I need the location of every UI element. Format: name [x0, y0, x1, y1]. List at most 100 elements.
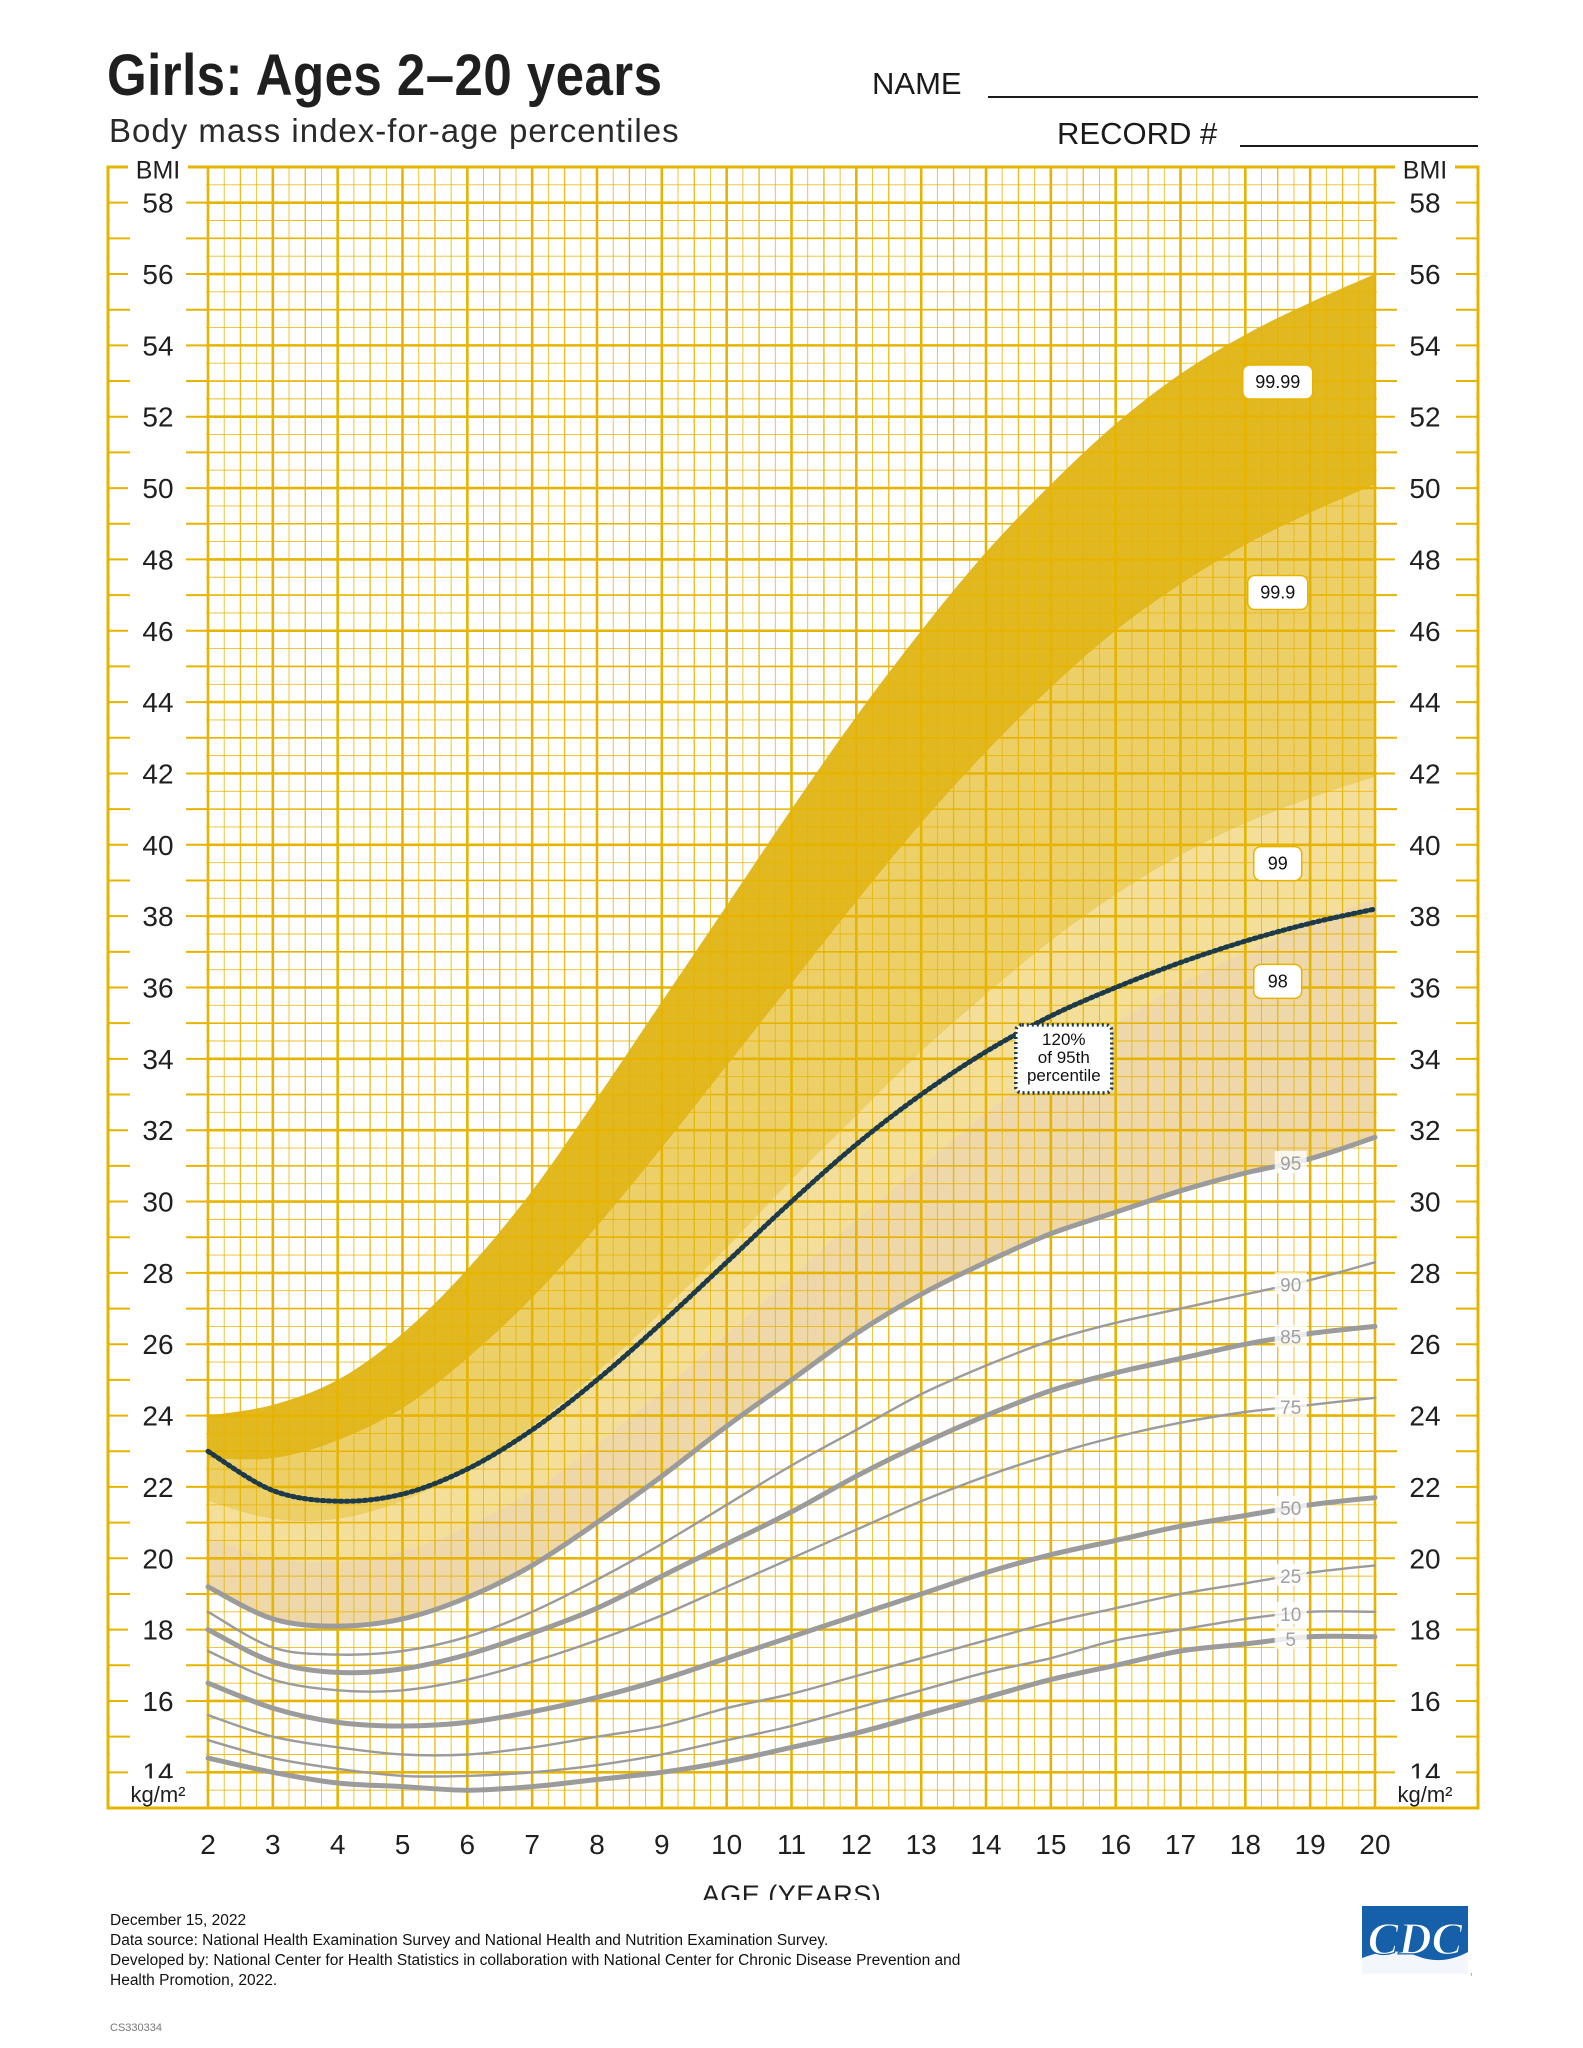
footer-notes: December 15, 2022 Data source: National … — [110, 1911, 960, 1991]
x-tick-label: 14 — [970, 1829, 1001, 1860]
series-label-p10: 10 — [1280, 1605, 1301, 1626]
y-tick-label-right: 36 — [1409, 973, 1440, 1004]
y-label-bg — [1395, 1542, 1451, 1575]
y-label-bg — [128, 1684, 184, 1717]
y-label-bg — [128, 1542, 184, 1575]
footer-developed-by-cont: Health Promotion, 2022. — [110, 1972, 278, 1989]
x-tick-label: 11 — [777, 1829, 806, 1860]
y-tick-label-right: 44 — [1409, 687, 1440, 718]
y-label-bg — [1395, 1042, 1451, 1075]
y-label-bg — [128, 900, 184, 933]
y-tick-label-left: 28 — [142, 1258, 173, 1289]
series-label-p75: 75 — [1280, 1398, 1301, 1419]
record-label: RECORD # — [1057, 116, 1218, 151]
y-tick-label-right: 42 — [1409, 758, 1440, 789]
label-bg-p10 — [1274, 1601, 1307, 1624]
record-field[interactable] — [1240, 145, 1478, 147]
y-label-bg — [128, 1114, 184, 1147]
y-label-bg — [128, 1256, 184, 1289]
y-tick-label-right: 16 — [1409, 1686, 1440, 1717]
y-tick-label-left: 38 — [142, 901, 173, 932]
y-label-bg — [1395, 400, 1451, 433]
series-label-p98: 98 — [1268, 971, 1288, 991]
x-tick-label: 6 — [460, 1829, 476, 1860]
y-label-bg — [1395, 1185, 1451, 1218]
label-bg-p50 — [1274, 1495, 1307, 1518]
y-label-bg — [1395, 1328, 1451, 1361]
y-unit-right: kg/m² — [1398, 1782, 1453, 1807]
series-line-p85 — [205, 1323, 1378, 1676]
y-tick-label-left: 44 — [142, 687, 173, 718]
y-tick-label-right: 52 — [1409, 402, 1440, 433]
y-label-bg — [1395, 1256, 1451, 1289]
y-label-bg — [1395, 186, 1451, 219]
label-box-p99 — [1253, 845, 1303, 882]
y-label-bg — [1395, 1399, 1451, 1432]
y-label-bg — [1395, 971, 1451, 1004]
y-label-bg — [128, 258, 184, 291]
y-label-bg — [1395, 900, 1451, 933]
label-bg-p90 — [1274, 1272, 1307, 1295]
series-line-p95 — [205, 1134, 1378, 1629]
y-tick-label-left: 48 — [142, 544, 173, 575]
x-tick-label: 10 — [711, 1829, 742, 1860]
y-tick-label-left: 30 — [142, 1187, 173, 1218]
page-subtitle: Body mass index-for-age percentiles — [109, 112, 680, 149]
x-tick-label: 9 — [654, 1829, 670, 1860]
y-tick-label-left: 50 — [142, 473, 173, 504]
series-line-p10 — [206, 1610, 1377, 1778]
y-label-bg — [128, 757, 184, 790]
footer-developed-by: Developed by: National Center for Health… — [110, 1952, 961, 1969]
ylabel-bg — [1395, 156, 1455, 183]
y-label-bg — [1395, 1114, 1451, 1147]
x-tick-label: 13 — [906, 1829, 937, 1860]
y-tick-label-right: 26 — [1409, 1329, 1440, 1360]
y-label-bg — [128, 971, 184, 1004]
series-line-120pct — [205, 906, 1378, 1504]
series-line-p50 — [205, 1495, 1378, 1729]
y-tick-label-left: 52 — [142, 402, 173, 433]
x-tick-label: 7 — [524, 1829, 540, 1860]
y-tick-label-left: 46 — [142, 616, 173, 647]
yunit-bg — [124, 1778, 194, 1805]
series-line-p25 — [206, 1564, 1377, 1757]
annotation-line3: percentile — [1027, 1066, 1101, 1085]
y-label-bg — [1395, 329, 1451, 362]
y-label-bg — [1395, 1470, 1451, 1503]
annotation-line2: of 95th — [1038, 1048, 1090, 1067]
label-bg-p95 — [1274, 1151, 1307, 1174]
y-tick-label-left: 54 — [142, 330, 173, 361]
y-tick-label-right: 50 — [1409, 473, 1440, 504]
y-tick-label-right: 32 — [1409, 1115, 1440, 1146]
x-tick-label: 2 — [200, 1829, 216, 1860]
label-bg-p85 — [1274, 1324, 1307, 1347]
y-unit-left: kg/m² — [131, 1782, 186, 1807]
y-tick-label-right: 58 — [1409, 188, 1440, 219]
y-tick-label-left: 58 — [142, 188, 173, 219]
name-field[interactable] — [988, 96, 1478, 98]
y-label-bg — [1395, 1613, 1451, 1646]
y-tick-label-right: 24 — [1409, 1401, 1440, 1432]
y-tick-label-right: 34 — [1409, 1044, 1440, 1075]
y-tick-label-right: 56 — [1409, 259, 1440, 290]
y-label-bg — [1395, 1684, 1451, 1717]
y-label-bg — [128, 1613, 184, 1646]
footer-data-source: Data source: National Health Examination… — [110, 1932, 829, 1949]
series-label-p99: 99 — [1268, 854, 1288, 874]
x-tick-label: 8 — [589, 1829, 605, 1860]
y-label-bg — [128, 472, 184, 505]
y-tick-label-left: 40 — [142, 830, 173, 861]
y-tick-label-left: 24 — [142, 1401, 173, 1432]
series-label-p5: 5 — [1285, 1630, 1296, 1651]
series-line-p90 — [206, 1261, 1377, 1656]
y-label-bg — [128, 614, 184, 647]
annotation-box-120pct — [1014, 1023, 1114, 1095]
x-tick-label: 20 — [1359, 1829, 1390, 1860]
label-box-p99-99 — [1242, 364, 1314, 400]
name-label: NAME — [872, 66, 962, 101]
x-tick-label: 12 — [841, 1829, 872, 1860]
y-label-bg — [128, 828, 184, 861]
y-tick-label-right: 20 — [1409, 1543, 1440, 1574]
